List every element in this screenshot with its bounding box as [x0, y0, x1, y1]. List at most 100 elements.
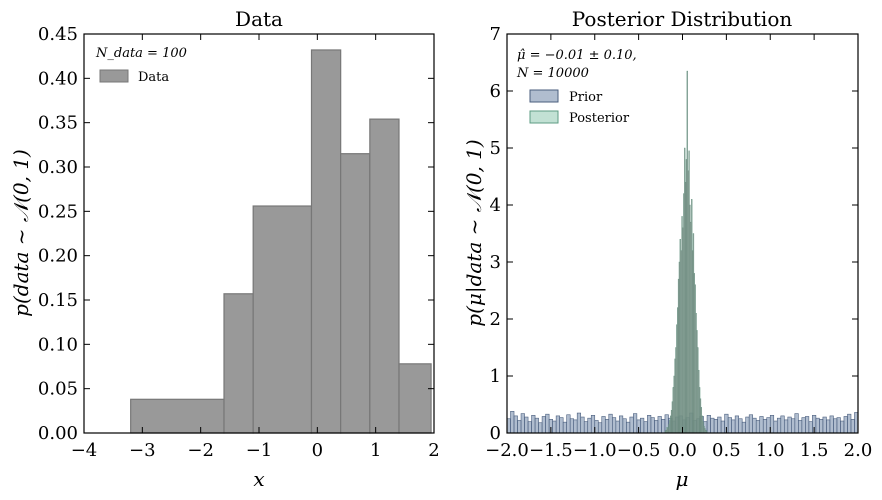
prior-bar — [850, 419, 855, 434]
y-tick-label: 0.10 — [38, 334, 78, 355]
prior-bar — [597, 422, 603, 434]
y-axis-label: p(data ~ 𝒩(0, 1) — [9, 149, 33, 317]
prior-bar — [780, 415, 785, 434]
prior-bar — [731, 419, 736, 434]
y-tick-label: 0.40 — [38, 68, 78, 89]
prior-bar — [773, 420, 778, 434]
prior-bar — [745, 416, 750, 434]
y-tick-label: 6 — [490, 81, 501, 102]
prior-bar — [590, 415, 596, 434]
prior-bar — [520, 413, 525, 434]
prior-bar — [783, 419, 789, 434]
prior-bar — [727, 417, 732, 434]
y-axis-label: p(μ|data ~ 𝒩(0, 1) — [462, 139, 487, 326]
prior-bar — [555, 415, 560, 434]
y-tick-label: 0 — [490, 423, 501, 444]
prior-bar — [776, 417, 782, 434]
y-tick-label: 0.30 — [38, 157, 78, 178]
prior-bar — [762, 419, 768, 434]
prior-bar — [626, 421, 631, 434]
prior-bar — [741, 421, 746, 434]
legend-label-prior: Prior — [569, 90, 603, 105]
histogram-bar — [340, 153, 371, 434]
prior-bar — [720, 420, 725, 434]
prior-bar — [576, 412, 582, 434]
x-tick-label: −2.0 — [485, 440, 529, 461]
prior-bar — [611, 417, 617, 434]
prior-bar — [794, 413, 799, 434]
y-tick-label: 0.45 — [38, 24, 78, 45]
prior-bar — [710, 417, 715, 434]
x-tick-label: −0.5 — [617, 440, 661, 461]
prior-bar — [706, 415, 711, 434]
legend-swatch-posterior — [529, 110, 559, 124]
prior-bar — [545, 413, 550, 434]
prior-bar — [829, 415, 834, 434]
y-tick-label: 0.25 — [38, 201, 78, 222]
prior-bar — [826, 419, 831, 434]
prior-bar — [815, 417, 820, 434]
prior-bar — [619, 415, 624, 434]
prior-bar — [661, 419, 666, 434]
prior-bar — [587, 417, 592, 434]
prior-bar — [738, 418, 743, 434]
prior-bar — [650, 417, 655, 434]
y-tick-label: 0.00 — [38, 423, 78, 444]
histogram-bar — [252, 205, 313, 434]
prior-bar — [552, 420, 557, 434]
x-tick-label: 0.0 — [668, 440, 697, 461]
y-tick-label: 1 — [490, 366, 501, 387]
prior-bar — [541, 416, 546, 434]
x-tick-label: 1.0 — [756, 440, 785, 461]
x-tick-label: −4 — [71, 440, 98, 461]
sample-count-annotation: N = 10000 — [516, 66, 589, 81]
prior-bar — [559, 417, 564, 434]
prior-bar — [791, 418, 796, 434]
histogram-bar — [398, 363, 432, 434]
y-tick-label: 2 — [490, 309, 501, 330]
histogram-bar — [223, 293, 254, 434]
prior-bar — [819, 419, 824, 434]
prior-bar — [734, 415, 739, 434]
x-tick-label: 2.0 — [844, 440, 873, 461]
y-tick-label: 0.35 — [38, 113, 78, 134]
prior-bar — [808, 421, 813, 434]
prior-bar — [580, 416, 585, 434]
prior-bar — [524, 416, 529, 434]
prior-bar — [647, 415, 652, 434]
legend-swatch-data — [99, 69, 129, 83]
estimate-annotation: μ̂ = −0.01 ± 0.10, — [517, 48, 637, 63]
prior-bar — [633, 413, 638, 434]
prior-bar — [604, 419, 610, 434]
prior-bar — [608, 413, 613, 434]
prior-bar — [622, 418, 627, 434]
x-tick-label: −1.5 — [529, 440, 573, 461]
sample-size-annotation: N_data = 100 — [95, 46, 187, 61]
chart-title: Posterior Distribution — [572, 7, 793, 31]
prior-bar — [583, 421, 589, 434]
prior-bar — [836, 417, 841, 434]
prior-bar — [538, 422, 543, 434]
y-tick-label: 4 — [490, 195, 501, 216]
x-tick-label: 2 — [428, 440, 439, 461]
prior-bar — [615, 420, 620, 434]
y-tick-label: 0.15 — [38, 290, 78, 311]
x-tick-label: −1 — [246, 440, 273, 461]
prior-bar — [517, 420, 522, 434]
prior-bar — [657, 416, 662, 434]
prior-bar — [752, 417, 757, 434]
prior-bar — [755, 420, 761, 434]
prior-bar — [769, 415, 775, 434]
prior-bar — [566, 414, 571, 434]
prior-bar — [569, 418, 574, 434]
x-tick-label: −3 — [129, 440, 156, 461]
legend-swatch-prior — [529, 89, 559, 103]
prior-bar — [654, 420, 659, 434]
prior-bar — [513, 415, 518, 434]
prior-bar — [531, 415, 536, 434]
data-histogram-panel: Data −4 −3 −2 −1 0 1 2 0.00 0.05 0.10 0.15 0.20 0.2… — [9, 7, 440, 491]
x-axis-label: μ — [676, 467, 689, 491]
prior-bar — [601, 416, 606, 434]
legend-label-posterior: Posterior — [569, 111, 630, 126]
